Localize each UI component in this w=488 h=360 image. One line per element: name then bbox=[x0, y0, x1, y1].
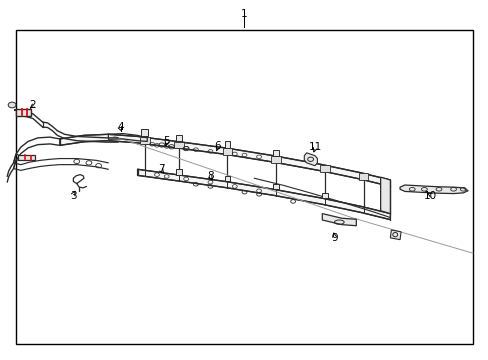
Bar bbox=[16, 30, 472, 344]
Text: 6: 6 bbox=[214, 141, 221, 152]
Text: 5: 5 bbox=[163, 136, 170, 147]
Bar bbox=[224, 141, 230, 148]
Polygon shape bbox=[319, 165, 329, 172]
Polygon shape bbox=[399, 185, 467, 194]
Text: 8: 8 bbox=[207, 171, 213, 181]
Polygon shape bbox=[19, 155, 35, 160]
Circle shape bbox=[8, 102, 16, 108]
Text: 1: 1 bbox=[241, 9, 247, 19]
Polygon shape bbox=[358, 174, 368, 180]
Polygon shape bbox=[304, 153, 317, 166]
Polygon shape bbox=[222, 148, 232, 155]
Polygon shape bbox=[389, 230, 400, 240]
Text: 2: 2 bbox=[30, 100, 36, 110]
Bar bbox=[224, 176, 230, 181]
Polygon shape bbox=[60, 134, 389, 186]
Polygon shape bbox=[137, 169, 389, 220]
Polygon shape bbox=[174, 142, 183, 148]
Bar bbox=[176, 169, 182, 175]
Text: 11: 11 bbox=[308, 142, 321, 152]
Text: 4: 4 bbox=[117, 122, 123, 132]
Text: 7: 7 bbox=[158, 164, 165, 174]
Bar bbox=[176, 135, 182, 141]
Bar bbox=[141, 129, 148, 136]
Polygon shape bbox=[140, 138, 149, 144]
Bar bbox=[273, 184, 279, 189]
Text: 9: 9 bbox=[330, 233, 337, 243]
Text: 3: 3 bbox=[70, 191, 77, 201]
Bar bbox=[321, 193, 327, 198]
Polygon shape bbox=[271, 156, 281, 163]
Polygon shape bbox=[322, 213, 356, 226]
Bar bbox=[273, 150, 279, 156]
Polygon shape bbox=[16, 109, 30, 116]
Polygon shape bbox=[380, 177, 389, 213]
Text: 10: 10 bbox=[423, 191, 436, 201]
